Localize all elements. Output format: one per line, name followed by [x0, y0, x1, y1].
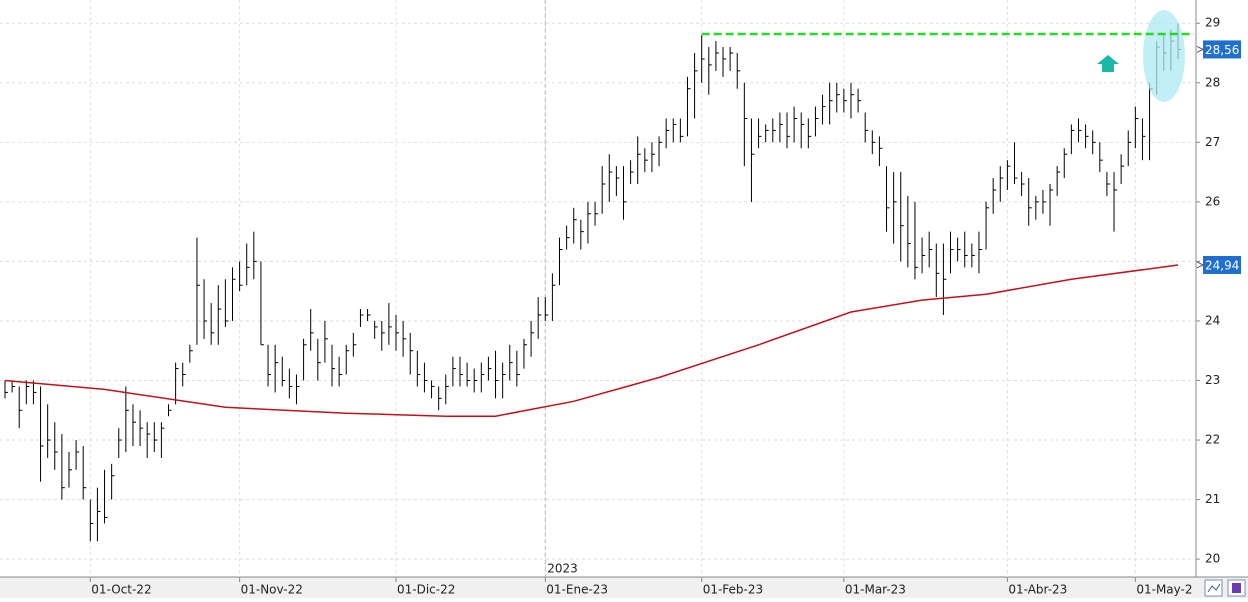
y-tick-label: 23: [1205, 373, 1220, 387]
x-axis-area: [0, 577, 1248, 598]
toolbar-icon: [1207, 583, 1221, 593]
year-label: 2023: [547, 562, 578, 576]
x-tick-label: 01-Ene-23: [546, 583, 608, 597]
x-tick-label: 01-Feb-23: [703, 583, 763, 597]
y-tick-label: 20: [1205, 552, 1220, 566]
plot: [4, 23, 1181, 542]
arrow-up: [1097, 55, 1119, 72]
y-tick-label: 29: [1205, 16, 1220, 30]
save-icon: [1232, 583, 1241, 593]
x-tick-label: 01-Nov-22: [241, 583, 303, 597]
x-tick-label: 01-Abr-23: [1008, 583, 1067, 597]
moving-average: [4, 264, 1179, 417]
overlay: 28,56 24,94: [701, 32, 1241, 274]
price-label: 28,56: [1205, 43, 1239, 57]
highlight-ellipse: [1143, 10, 1185, 102]
y-tick-label: 24: [1205, 313, 1220, 327]
price-label-box: [1203, 40, 1241, 59]
y-tick-label: 28: [1205, 75, 1220, 89]
y-tick-label: 22: [1205, 433, 1220, 447]
x-tick-label: 01-May-2: [1136, 583, 1192, 597]
price-pointer: [1196, 45, 1204, 53]
price-pointer: [1196, 261, 1204, 269]
x-tick-label: 01-Oct-22: [91, 583, 151, 597]
price-label-box: [1203, 255, 1241, 274]
x-tick-label: 01-Mar-23: [845, 583, 906, 597]
y-tick-label: 27: [1205, 135, 1220, 149]
y-tick-label: 26: [1205, 194, 1220, 208]
x-tick-label: 01-Dic-22: [397, 583, 455, 597]
price-label: 24,94: [1205, 258, 1239, 272]
y-tick-label: 21: [1205, 492, 1220, 506]
